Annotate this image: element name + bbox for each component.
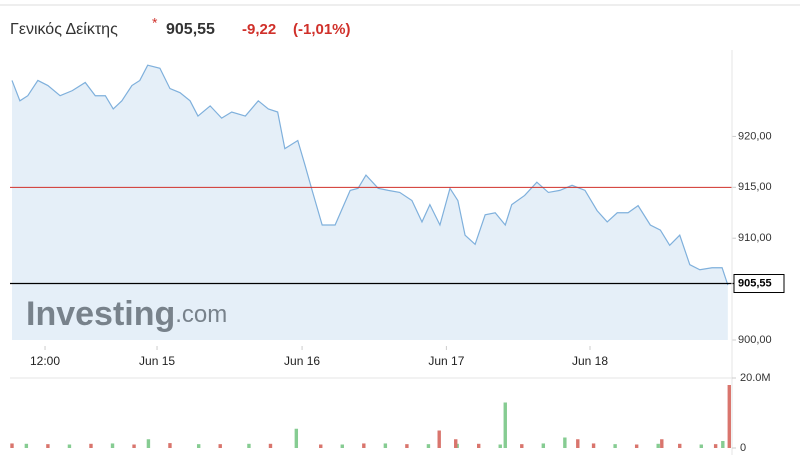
volume-bar — [437, 430, 441, 448]
volume-bar — [656, 443, 660, 448]
watermark-part: Investing — [26, 295, 175, 333]
change: -9,22 — [242, 21, 276, 38]
y-tick-label: 920,00 — [738, 130, 772, 142]
volume-bar — [168, 443, 172, 448]
volume-bar — [218, 444, 222, 448]
volume-bar — [268, 443, 273, 448]
volume-bar — [503, 402, 507, 448]
volume-bar — [591, 443, 596, 448]
volume-bar — [454, 439, 458, 448]
change-pct: (-1,01%) — [293, 21, 351, 38]
volume-bar — [46, 444, 50, 448]
volume-bar — [541, 443, 546, 448]
volume-bar — [89, 443, 93, 448]
volume-bar — [727, 385, 731, 448]
volume-bar — [319, 444, 323, 448]
volume-bar — [110, 443, 115, 448]
x-tick-label: Jun 15 — [139, 354, 175, 368]
volume-bar — [362, 443, 366, 448]
volume-bar — [660, 439, 664, 448]
area-fill — [12, 65, 728, 340]
volume-bar — [613, 444, 617, 448]
volume-bar — [383, 443, 388, 448]
last-value-label: 905,55 — [738, 277, 772, 289]
volume-bar — [563, 437, 567, 448]
watermark: Investing.com — [26, 295, 227, 333]
volume-bar — [294, 428, 299, 448]
volume-bar — [67, 444, 72, 448]
volume-bar — [405, 444, 409, 448]
x-tick-label: 12:00 — [30, 354, 60, 368]
x-tick-label: Jun 17 — [428, 354, 464, 368]
volume-bar — [196, 444, 201, 448]
price: 905,55 — [166, 21, 215, 38]
volume-bar — [477, 443, 481, 448]
volume-bar — [678, 443, 682, 448]
y-tick-label: 0 — [740, 442, 746, 454]
volume-bar — [699, 444, 703, 448]
y-tick-label: 900,00 — [738, 334, 772, 346]
volume-bar — [24, 443, 29, 448]
watermark-part: .com — [175, 301, 227, 328]
volume-bar — [340, 444, 344, 448]
title: Γενικός Δείκτης — [10, 21, 118, 38]
volume-bar — [132, 444, 136, 448]
x-tick-label: Jun 18 — [572, 354, 608, 368]
volume-bar — [713, 444, 718, 448]
volume-bar — [426, 444, 431, 448]
y-tick-label: 915,00 — [738, 181, 772, 193]
last-value-badge — [733, 274, 785, 294]
volume-bar — [247, 443, 251, 448]
star-icon: * — [152, 15, 158, 31]
y-tick-label: 20.0M — [740, 372, 771, 384]
volume-bar — [146, 439, 151, 448]
y-tick-label: 910,00 — [738, 232, 772, 244]
x-tick-label: Jun 16 — [284, 354, 320, 368]
volume-bar — [498, 444, 502, 448]
volume-bar — [634, 444, 639, 448]
volume-bar — [576, 439, 580, 448]
volume-bar — [10, 443, 14, 448]
price-line — [11, 64, 729, 286]
volume-bar — [721, 441, 725, 448]
volume-bar — [520, 444, 524, 448]
